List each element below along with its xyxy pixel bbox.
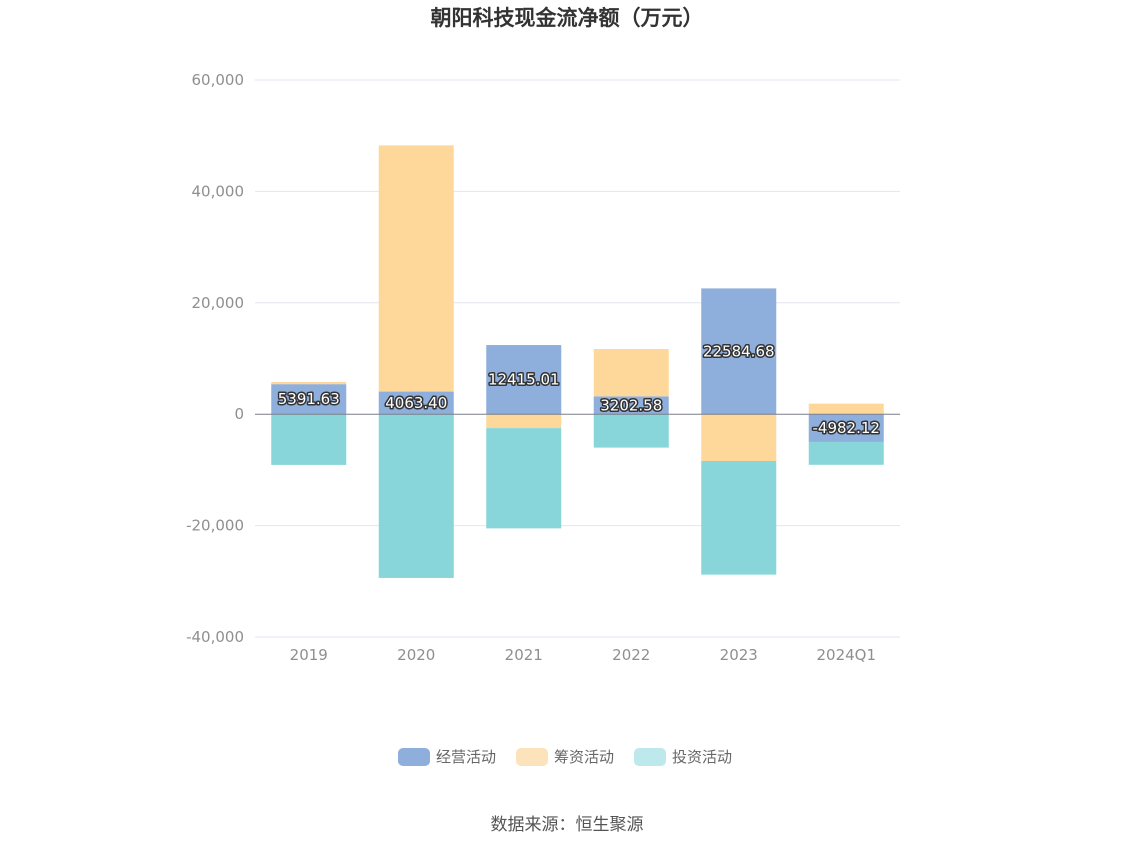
bar-segment [378,391,454,415]
bar-segment [593,414,669,448]
y-axis: -40,000 -20,000 0 20,000 40,000 60,000 [186,71,244,646]
gridlines [255,79,900,638]
x-tick-label: 2019 [290,646,328,664]
bar-segment [593,396,669,415]
bar-segment [378,414,454,578]
bar-segment [271,384,347,415]
data-label: 3202.58 [600,396,662,414]
bar-segment [378,145,454,392]
x-tick-label: 2020 [397,646,435,664]
data-label: 4063.40 [385,394,447,412]
bar-segment [701,288,777,415]
legend-label: 投资活动 [672,748,732,766]
data-label: -4982.12 [813,419,880,437]
x-tick-label: 2022 [612,646,650,664]
bar-segment [486,428,562,529]
x-tick-label: 2024Q1 [816,646,876,664]
bar-segment [486,345,562,415]
bar-segment [808,403,884,415]
x-tick-label: 2023 [720,646,758,664]
legend-swatch [398,748,430,766]
data-label: 5391.63 [278,390,340,408]
y-tick-label: 40,000 [192,182,245,200]
y-tick-label: -40,000 [186,628,244,646]
legend-label: 筹资活动 [554,748,614,766]
y-tick-label: 0 [234,405,244,423]
bar-segment [593,349,669,397]
bar-segment [701,414,777,461]
legend: 经营活动 筹资活动 投资活动 [398,748,732,766]
legend-label: 经营活动 [436,748,496,766]
bar-segment [271,381,347,385]
bar-segment [808,441,884,465]
y-tick-label: -20,000 [186,517,244,535]
x-axis: 2019 2020 2021 2022 2023 2024Q1 [290,646,876,664]
bars [271,145,884,578]
y-tick-label: 20,000 [192,294,245,312]
legend-swatch [516,748,548,766]
bar-segment [701,460,777,575]
data-labels: 5391.63 4063.40 12415.01 3202.58 22584.68 -49… [276,341,881,439]
legend-swatch [634,748,666,766]
chart-title: 朝阳科技现金流净额（万元） [431,6,704,30]
y-tick-label: 60,000 [192,71,245,89]
source-note: 数据来源：恒生聚源 [491,815,644,835]
x-tick-label: 2021 [505,646,543,664]
bar-segment [808,414,884,442]
data-label: 22584.68 [703,342,775,360]
data-label: 12415.01 [488,371,560,389]
bar-segment [271,414,347,465]
bar-segment [486,414,562,429]
